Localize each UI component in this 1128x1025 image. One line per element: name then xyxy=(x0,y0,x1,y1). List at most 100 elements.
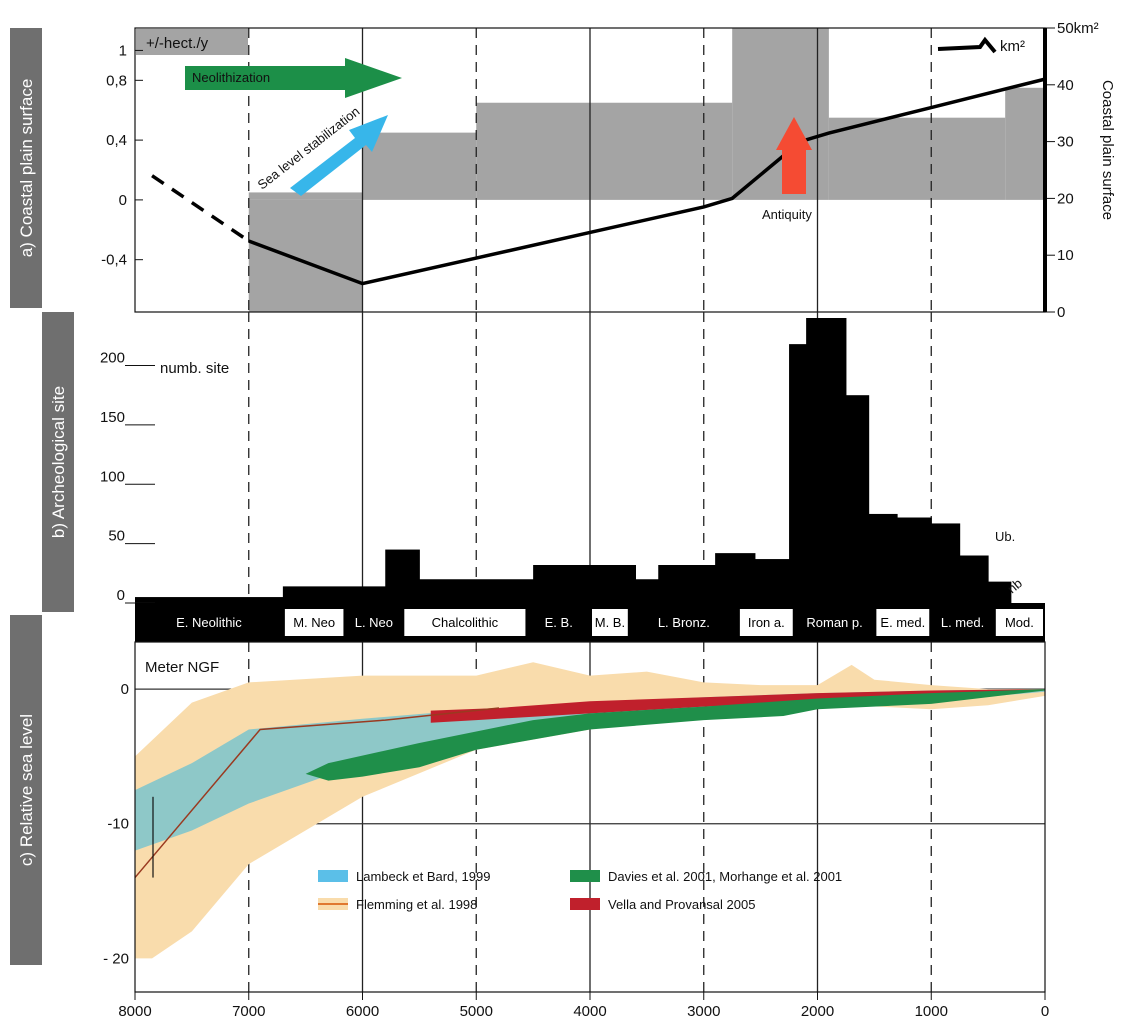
coastal-bar-1 xyxy=(248,199,363,312)
legend-label: Davies et al. 2001, Morhange et al. 2001 xyxy=(608,869,842,884)
sea-level-axis-title: Meter NGF xyxy=(145,659,219,676)
sites-y-tick-label: 150 xyxy=(100,409,125,426)
sites-axis-title: numb. site xyxy=(160,360,229,377)
km2-legend-line xyxy=(937,36,997,54)
coastal-left-tick-label: -0,4 xyxy=(101,252,127,269)
legend-swatch xyxy=(318,870,348,882)
period-cell-3 xyxy=(404,609,526,636)
coastal-bar-0 xyxy=(248,192,363,200)
sites-bar-9 xyxy=(789,344,807,603)
x-tick-label: 2000 xyxy=(801,1003,834,1020)
coastal-left-tick-label: 0 xyxy=(119,192,127,209)
period-cell-11 xyxy=(995,609,1043,636)
coastal-right-tick-label: 30 xyxy=(1057,134,1074,151)
x-tick-label: 7000 xyxy=(232,1003,265,1020)
sites-y-ticks: 200 150 100 50 0 xyxy=(100,350,155,604)
sea-level-y-tick-label: 0 xyxy=(121,681,129,698)
neolithization-arrow-shape xyxy=(185,58,402,98)
km2-legend: km² xyxy=(937,36,1025,55)
x-axis-ticks: 8000 7000 6000 5000 4000 3000 2000 1000 0 xyxy=(118,992,1049,1020)
km2-legend-label: km² xyxy=(1000,38,1025,55)
side-label-c-text: c) Relative sea level xyxy=(17,714,36,866)
sites-bar-6 xyxy=(658,565,716,603)
period-label: Chalcolithic xyxy=(432,615,499,630)
coastal-bar-3 xyxy=(476,102,733,200)
panel-coastal-plain: +/-hect./y 1 0,8 0,4 0 -0,4 50km² 40 30 20 10 0 k… xyxy=(101,20,1116,321)
side-label-a-text: a) Coastal plain surface xyxy=(17,79,36,258)
side-label-c-bg xyxy=(10,615,42,965)
sites-y-tick-label: 200 xyxy=(100,350,125,367)
coastal-left-tick-label: 0,8 xyxy=(106,72,127,89)
side-label-b-bg xyxy=(42,312,74,612)
x-tick-label: 6000 xyxy=(346,1003,379,1020)
sites-y-tick-label: 0 xyxy=(117,587,125,604)
sea-level-y-ticks: 0 -10 - 20 xyxy=(103,681,129,967)
period-label: E. Neolithic xyxy=(176,615,242,630)
flemming-line xyxy=(134,707,500,879)
sea-level-band-1 xyxy=(135,689,1045,851)
period-label: L. Bronz. xyxy=(658,615,710,630)
side-label-b: b) Archeological site xyxy=(42,312,74,612)
sea-level-band-3 xyxy=(305,689,1045,781)
coastal-bar-4 xyxy=(732,28,829,200)
coastal-surface-extrapolated xyxy=(151,174,250,243)
sites-bar-13 xyxy=(897,517,932,603)
sites-bar-10 xyxy=(806,318,847,603)
coastal-axis-title-box: +/-hect./y xyxy=(136,29,248,55)
coastal-surface-line xyxy=(151,77,1046,286)
legend-label: Flemming et al. 1998 xyxy=(356,897,477,912)
period-label: E. B. xyxy=(545,615,573,630)
period-label: L. Neo xyxy=(355,615,393,630)
period-label: M. B. xyxy=(595,615,625,630)
x-tick-label: 1000 xyxy=(915,1003,948,1020)
period-label: Iron a. xyxy=(748,615,785,630)
sites-bar-1 xyxy=(282,586,386,603)
x-tick-label: 4000 xyxy=(573,1003,606,1020)
period-label: Mod. xyxy=(1005,615,1034,630)
period-label: M. Neo xyxy=(293,615,335,630)
coastal-surface-series xyxy=(248,77,1046,286)
period-cell-9 xyxy=(876,609,930,636)
sites-bar-0 xyxy=(135,597,284,603)
period-cell-1 xyxy=(284,609,344,636)
periods-band: E. Neolithic M. Neo L. Neo Chalcolithic E. B… xyxy=(135,603,1045,642)
panel-sea-level: Meter NGF 0 -10 - 20 8000 7000 6000 5000 4000 3… xyxy=(103,641,1049,1020)
sites-bar-4 xyxy=(533,565,636,603)
x-tick-label: 0 xyxy=(1041,1003,1049,1020)
coastal-right-tick-label: 50km² xyxy=(1057,20,1099,37)
sea-level-y-tick-label: -10 xyxy=(107,816,129,833)
antiquity-label: Antiquity xyxy=(762,207,812,222)
sites-bar-16 xyxy=(988,581,1012,603)
period-label: L. med. xyxy=(941,615,984,630)
coastal-axis-title: +/-hect./y xyxy=(146,35,209,52)
period-label: Roman p. xyxy=(806,615,862,630)
period-cell-7 xyxy=(739,609,793,636)
sites-y-tick-label: 50 xyxy=(108,528,125,545)
coastal-right-tick-label: 10 xyxy=(1057,247,1074,264)
x-tick-label: 3000 xyxy=(687,1003,720,1020)
antiquity-arrow-shape xyxy=(776,117,812,194)
antiquity-arrow: Antiquity xyxy=(762,117,812,222)
sites-bar-14 xyxy=(931,523,961,603)
legend-label: Lambeck et Bard, 1999 xyxy=(356,869,490,884)
sites-bar-3 xyxy=(419,579,534,603)
sites-bar-5 xyxy=(635,579,659,603)
side-label-a-bg xyxy=(10,28,42,308)
coastal-right-tick-label: 0 xyxy=(1057,304,1065,321)
x-tick-label: 5000 xyxy=(460,1003,493,1020)
neolithization-label: Neolithization xyxy=(192,70,270,85)
sea-level-bands xyxy=(135,662,1045,959)
side-label-b-text: b) Archeological site xyxy=(49,386,68,538)
sites-bar-11 xyxy=(845,395,870,603)
coastal-bar-6 xyxy=(1005,87,1045,200)
side-label-c: c) Relative sea level xyxy=(10,615,42,965)
legend-swatch xyxy=(570,898,600,910)
coastal-left-tick-label: 0,4 xyxy=(106,132,127,149)
sites-bar-12 xyxy=(868,513,898,603)
coastal-right-axis-title: Coastal plain surface xyxy=(1099,80,1116,220)
sea-level-arrow-shape xyxy=(290,115,388,196)
sites-bar-7 xyxy=(715,553,756,603)
side-label-a: a) Coastal plain surface xyxy=(10,28,42,308)
sites-ub-label: Ub. xyxy=(995,529,1015,544)
sites-bar-8 xyxy=(754,559,790,603)
